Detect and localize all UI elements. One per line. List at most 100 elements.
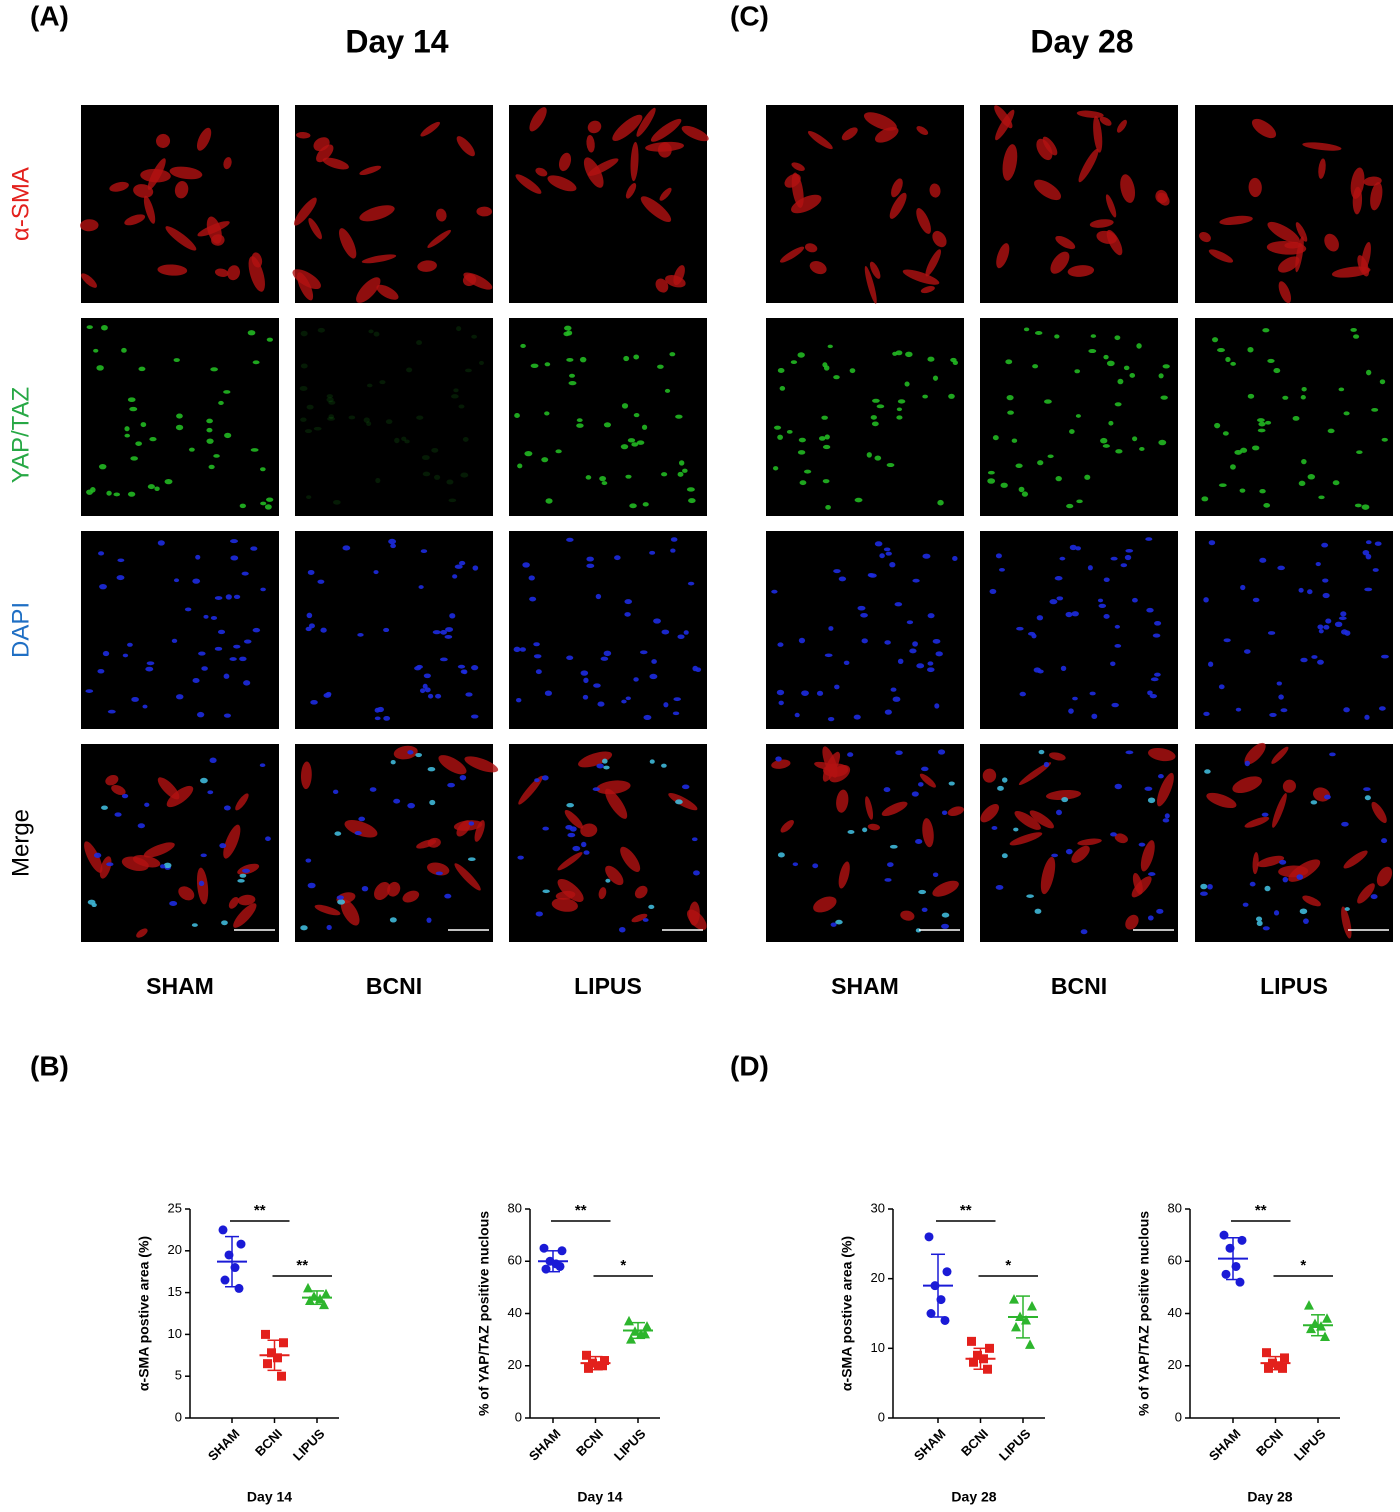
- nucleus: [328, 400, 336, 405]
- fiber: [1206, 792, 1237, 809]
- fiber: [771, 759, 791, 769]
- nucleus: [681, 784, 690, 790]
- nucleus: [188, 447, 195, 452]
- nucleus: [1108, 420, 1114, 426]
- nucleus: [884, 709, 892, 715]
- nucleus: [361, 885, 369, 892]
- y-tick-label: 40: [508, 1305, 522, 1320]
- nucleus: [305, 858, 312, 863]
- point: [584, 1363, 593, 1373]
- fiber: [515, 174, 542, 194]
- fiber: [547, 175, 577, 192]
- fiber: [1014, 810, 1041, 830]
- fiber: [84, 841, 103, 873]
- nucleus: [1100, 437, 1108, 444]
- nucleus: [259, 763, 266, 768]
- nucleus: [639, 650, 648, 655]
- nucleus: [921, 907, 928, 912]
- fiber: [587, 120, 602, 134]
- nucleus: [798, 437, 806, 443]
- nucleus: [304, 429, 312, 434]
- fiber: [1343, 850, 1368, 869]
- nucleus: [627, 438, 636, 443]
- nucleus: [1365, 553, 1372, 560]
- nucleus: [952, 556, 958, 562]
- nucleus: [305, 626, 312, 632]
- nucleus: [1223, 638, 1231, 643]
- micrograph: [295, 105, 493, 303]
- x-axis-label: Day 14: [247, 1489, 292, 1505]
- nucleus: [459, 775, 467, 781]
- nucleus: [564, 325, 572, 331]
- nucleus: [941, 923, 949, 929]
- fiber: [427, 837, 441, 848]
- nucleus: [93, 348, 99, 353]
- panel-label: (D): [730, 1050, 769, 1081]
- fiber: [1252, 852, 1259, 875]
- nucleus: [102, 650, 110, 657]
- nucleus: [203, 614, 209, 619]
- nucleus: [1218, 684, 1225, 690]
- nucleus: [1211, 337, 1219, 343]
- nucleus: [1332, 480, 1340, 486]
- nucleus: [1318, 495, 1325, 500]
- nucleus: [219, 843, 227, 849]
- nucleus: [471, 334, 477, 339]
- nucleus: [93, 852, 102, 858]
- fiber: [1157, 192, 1170, 206]
- nucleus: [534, 778, 540, 783]
- micrograph: [766, 744, 964, 942]
- nucleus: [1298, 480, 1306, 487]
- nucleus: [462, 437, 469, 442]
- nucleus: [544, 362, 551, 367]
- nucleus: [1279, 859, 1287, 865]
- nucleus: [1208, 540, 1216, 546]
- nucleus: [872, 398, 880, 403]
- fiber: [1018, 762, 1052, 786]
- nucleus: [239, 503, 246, 509]
- fiber: [1324, 233, 1339, 252]
- nucleus: [1110, 556, 1118, 561]
- nucleus: [192, 677, 200, 684]
- point: [1278, 1363, 1287, 1373]
- nucleus: [1117, 378, 1124, 385]
- nucleus: [1381, 654, 1389, 659]
- nucleus: [206, 438, 214, 444]
- nucleus: [86, 325, 93, 330]
- micrograph: [509, 105, 707, 303]
- fiber: [1219, 215, 1253, 225]
- nucleus: [96, 365, 104, 371]
- nucleus: [524, 450, 533, 457]
- nucleus: [1056, 809, 1062, 816]
- nucleus: [1049, 599, 1058, 605]
- fiber: [308, 218, 322, 240]
- point: [624, 1315, 634, 1326]
- fiber: [1278, 281, 1292, 304]
- row-label: DAPI: [7, 602, 34, 658]
- fiber: [535, 167, 548, 177]
- nucleus: [146, 661, 155, 666]
- fiber: [1282, 779, 1296, 793]
- fiber: [227, 265, 240, 281]
- fiber: [374, 881, 391, 901]
- nucleus: [358, 816, 366, 822]
- micrograph: [980, 531, 1178, 729]
- nucleus: [1047, 454, 1054, 459]
- nucleus: [1071, 611, 1079, 617]
- nucleus: [822, 479, 830, 484]
- point: [279, 1338, 288, 1348]
- nucleus: [1059, 556, 1066, 561]
- nucleus: [1021, 491, 1029, 497]
- nucleus: [1157, 774, 1164, 779]
- y-tick-label: 80: [508, 1200, 522, 1215]
- x-tick-label: SHAM: [205, 1426, 243, 1464]
- nucleus: [916, 663, 925, 669]
- fiber: [340, 899, 360, 926]
- nucleus: [1069, 544, 1077, 551]
- nucleus: [803, 469, 812, 474]
- nucleus: [1005, 359, 1013, 365]
- nucleus: [1240, 584, 1246, 591]
- fiber: [640, 196, 672, 223]
- nucleus: [1214, 422, 1221, 429]
